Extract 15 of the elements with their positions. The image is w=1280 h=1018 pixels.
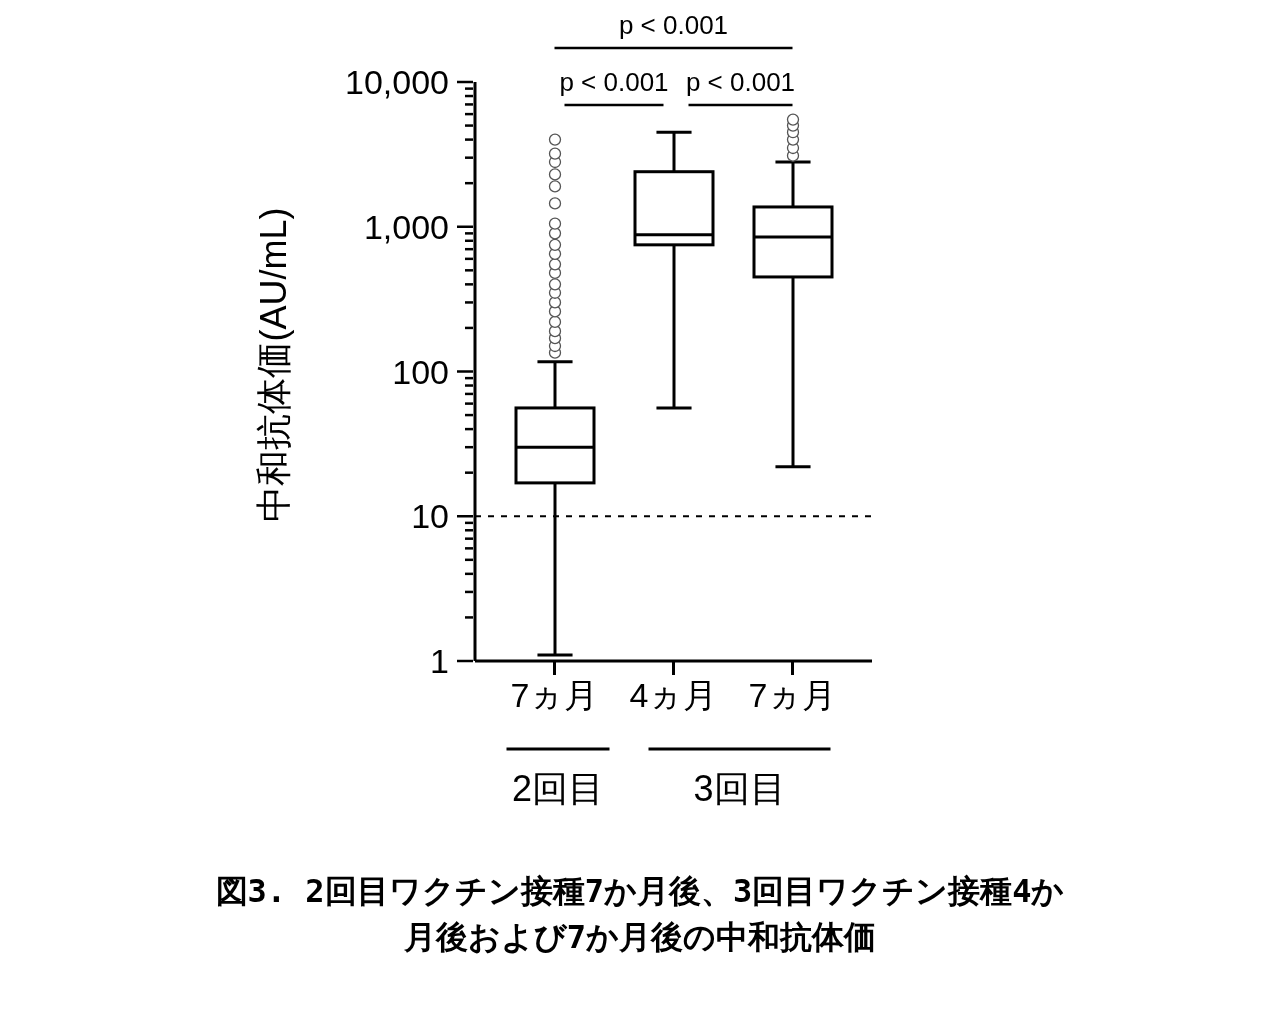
- x-tick-label: 7ヵ月: [748, 676, 837, 715]
- annotation: p < 0.001: [685, 67, 796, 97]
- y-tick-label: 10,000: [345, 63, 449, 101]
- y-tick-label: 1,000: [363, 207, 449, 246]
- y-tick-label: 10: [411, 497, 449, 536]
- text: p < 0.001: [618, 10, 729, 40]
- annotation: p < 0.001: [559, 67, 669, 97]
- y-tick-label: 1: [430, 642, 449, 680]
- y-axis-title: 中和抗体価(AU/mL): [252, 207, 294, 522]
- caption: 図3. 2回目ワクチン接種7か月後、3回目ワクチン接種4か月後および7か月後の中和抗体価: [214, 871, 1066, 958]
- x-tick-label: 4ヵ月: [629, 676, 718, 715]
- text: 2回目: [511, 768, 605, 809]
- x-tick-label: 7ヵ月: [510, 676, 599, 715]
- text: 3回目: [693, 768, 786, 809]
- y-tick-label: 100: [392, 352, 449, 391]
